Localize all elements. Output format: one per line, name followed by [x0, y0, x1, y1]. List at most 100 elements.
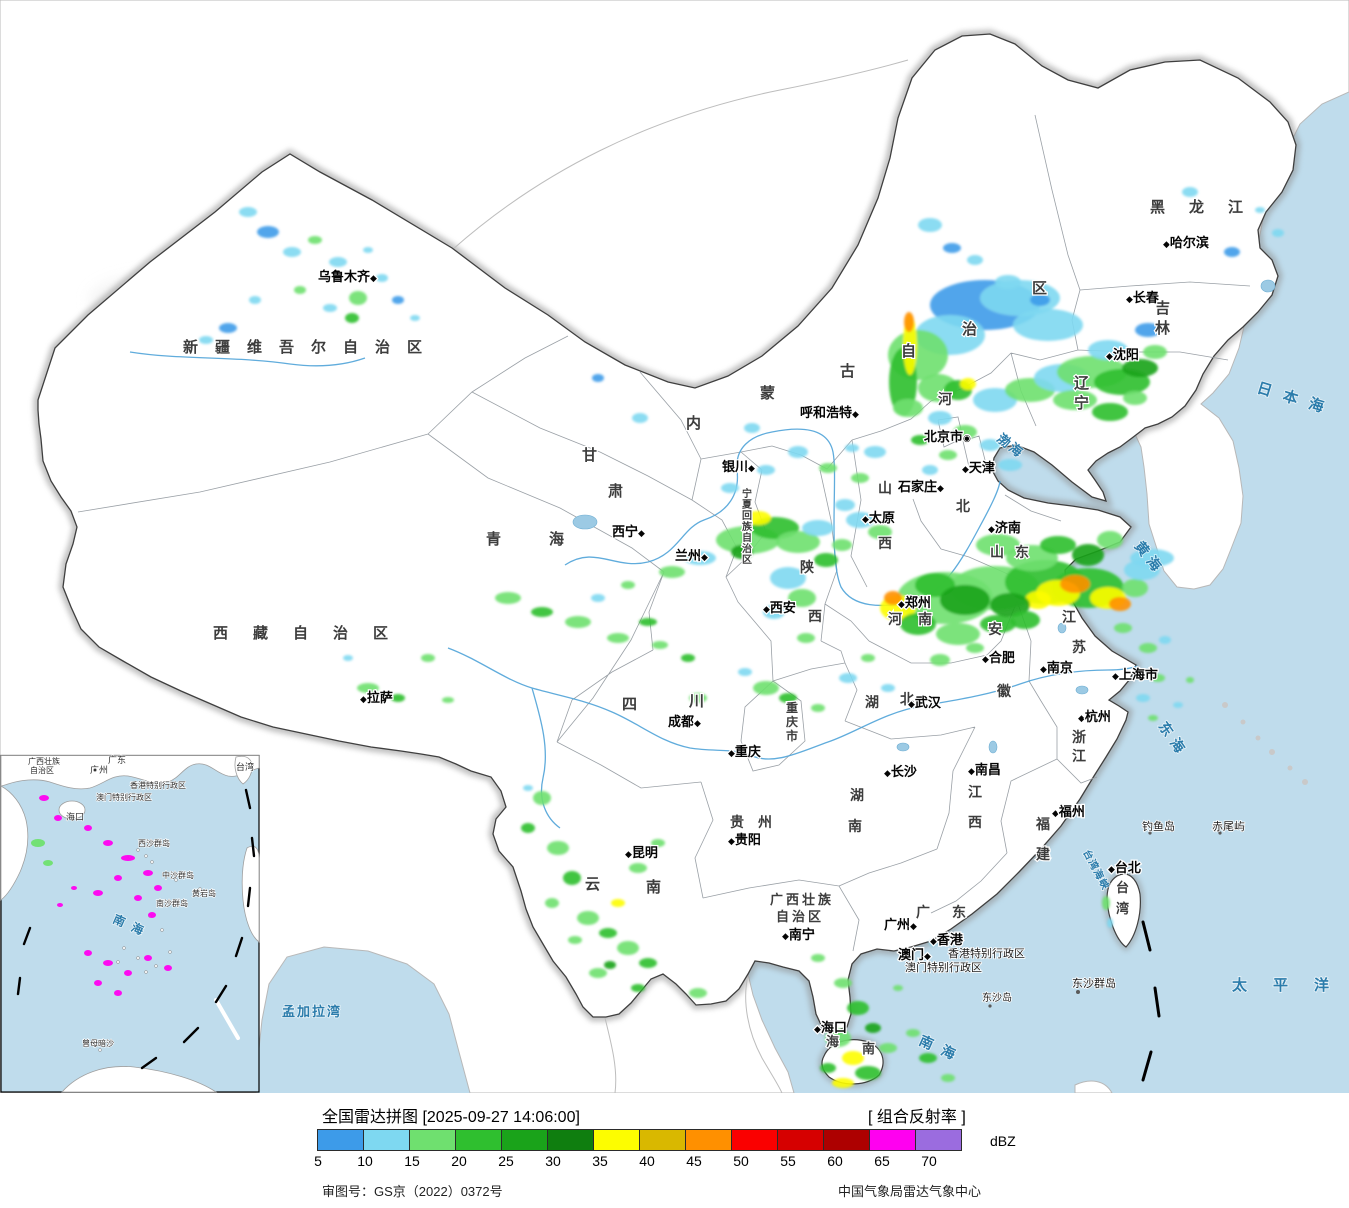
- radar-echo: [329, 257, 347, 267]
- radar-echo: [744, 423, 760, 433]
- radar-echo: [893, 399, 923, 417]
- scale-segment-25: [501, 1129, 548, 1151]
- city-marker-icon: ◆: [982, 654, 989, 664]
- province-label: 自: [901, 342, 916, 360]
- radar-echo-inset: [84, 950, 92, 956]
- city-label: 呼和浩特◆: [800, 405, 859, 420]
- inset-label: 曾母暗沙: [82, 1038, 114, 1048]
- radar-echo: [998, 459, 1022, 471]
- inset-label: 黄岩岛: [192, 888, 216, 898]
- radar-echo: [1122, 359, 1158, 377]
- scale-segment-30: [547, 1129, 594, 1151]
- radar-echo: [681, 654, 695, 662]
- province-label: 南: [646, 878, 661, 896]
- radar-echo: [376, 274, 388, 282]
- radar-echo-inset: [103, 960, 113, 966]
- province-label: 东: [1015, 544, 1029, 560]
- city-marker-icon: ◆: [898, 599, 905, 609]
- province-label: 湖: [850, 787, 864, 803]
- radar-echo: [721, 483, 739, 493]
- inset-nine-dash-line: [16, 788, 256, 1070]
- inset-label: 西沙群岛: [138, 838, 170, 848]
- province-label: 四: [622, 696, 637, 713]
- radar-echo: [1139, 643, 1157, 653]
- city-marker-icon: ◆: [930, 936, 937, 946]
- city-marker-icon: ◆: [814, 1024, 821, 1034]
- city-label: 银川◆: [722, 459, 755, 474]
- inset-label: 广州: [90, 764, 108, 775]
- radar-echo: [930, 654, 950, 666]
- city-marker-icon: ◆: [763, 604, 770, 614]
- radar-echo-inset: [84, 825, 92, 831]
- province-label: 南: [848, 818, 862, 834]
- scale-tick-70: 70: [921, 1153, 937, 1169]
- radar-echo: [745, 511, 771, 525]
- radar-echo: [1088, 340, 1128, 360]
- city-label: 成都◆: [668, 714, 701, 729]
- scale-segment-35: [593, 1129, 640, 1151]
- radar-echo-inset: [143, 870, 153, 876]
- radar-echo-inset: [154, 885, 162, 891]
- radar-echo: [257, 226, 279, 238]
- scale-tick-15: 15: [404, 1153, 420, 1169]
- scale-tick-10: 10: [357, 1153, 373, 1169]
- radar-echo: [811, 954, 825, 962]
- province-label: 江西: [968, 784, 982, 830]
- radar-echo: [904, 312, 914, 332]
- radar-echo: [1092, 403, 1128, 421]
- province-label: 南: [918, 611, 932, 627]
- province-label: 内: [686, 414, 701, 432]
- radar-echo: [1143, 345, 1167, 359]
- province-label: 北: [956, 498, 970, 514]
- inset-label: 中沙群岛: [162, 870, 194, 880]
- province-label: 海: [826, 1034, 839, 1049]
- radar-echo: [689, 693, 707, 703]
- radar-echo: [1097, 531, 1123, 549]
- island-label: 香港特别行政区: [948, 946, 1025, 960]
- province-label: 肃: [608, 482, 623, 500]
- radar-echo: [753, 681, 779, 695]
- radar-echo: [410, 315, 420, 321]
- radar-echo: [851, 473, 869, 483]
- radar-echo: [1053, 390, 1097, 410]
- city-marker-icon: ◆: [1126, 294, 1133, 304]
- radar-echo: [884, 591, 902, 605]
- province-label: 西: [808, 608, 822, 624]
- radar-echo-layer: [199, 187, 1284, 1088]
- city-label: ◆哈尔滨: [1163, 235, 1209, 250]
- city-marker-icon: ◆: [728, 836, 735, 846]
- inset-taiwan: [234, 755, 253, 785]
- radar-echo: [819, 463, 837, 473]
- radar-echo-inset: [114, 875, 122, 881]
- inset-label: 香港特别行政区: [130, 780, 186, 790]
- radar-echo: [990, 593, 1030, 617]
- radar-echo: [294, 286, 306, 294]
- radar-echo: [1151, 674, 1165, 682]
- city-label: ◆沈阳: [1106, 347, 1139, 362]
- radar-echo: [684, 551, 716, 565]
- radar-echo: [919, 1053, 937, 1063]
- sea-label: 孟加拉湾: [282, 1004, 342, 1019]
- radar-echo-inset: [144, 955, 152, 961]
- radar-echo: [881, 684, 895, 692]
- province-label: 台湾: [1116, 880, 1129, 916]
- island-label: 东沙群岛: [1072, 976, 1116, 990]
- city-label: ◆太原: [862, 510, 895, 525]
- inset-vietnam: [0, 785, 29, 901]
- radar-echo: [928, 411, 952, 425]
- island-label: 钓鱼岛: [1142, 819, 1175, 833]
- radar-echo: [835, 499, 855, 511]
- province-label: 区: [1032, 280, 1047, 297]
- city-marker-icon: ◆: [988, 524, 995, 534]
- province-label: 州: [757, 814, 772, 830]
- radar-echo: [1135, 323, 1161, 337]
- radar-echo: [1072, 544, 1104, 566]
- province-label: 云: [585, 876, 600, 893]
- province-label: 广: [916, 904, 930, 920]
- radar-echo: [357, 683, 379, 693]
- radar-echo: [770, 567, 806, 589]
- city-label: ◆拉萨: [360, 690, 393, 705]
- province-label: 福建: [1035, 816, 1050, 862]
- radar-echo: [966, 643, 984, 653]
